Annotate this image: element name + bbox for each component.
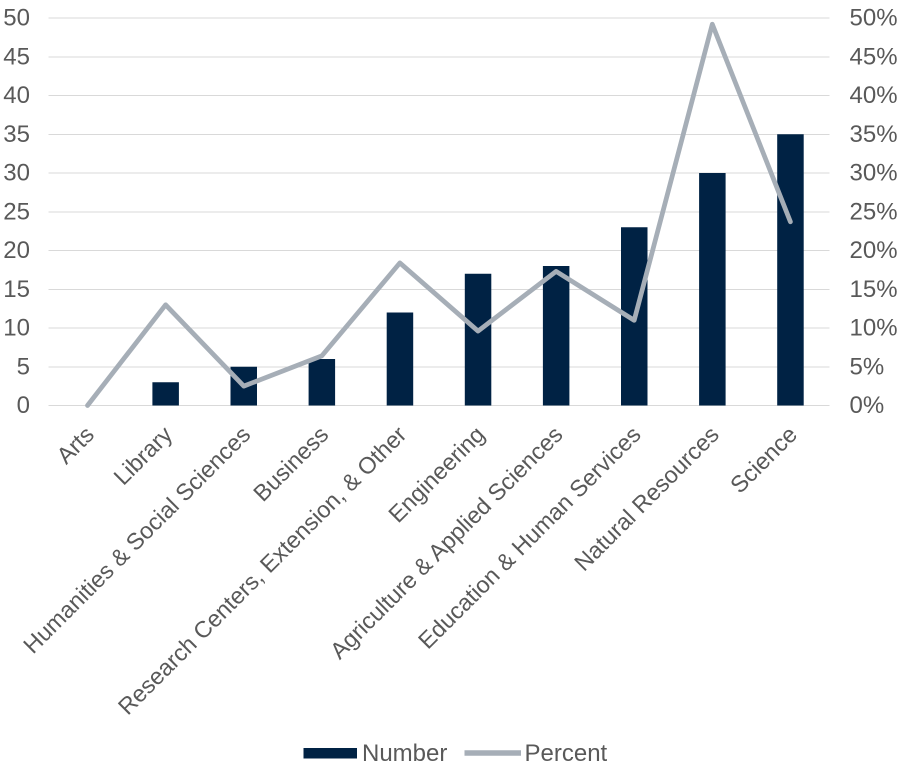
svg-text:35%: 35% [850,121,898,148]
svg-text:30: 30 [3,160,30,187]
svg-text:Percent: Percent [525,740,608,767]
svg-text:5%: 5% [850,353,885,380]
svg-text:40%: 40% [850,82,898,109]
svg-text:45: 45 [3,43,30,70]
svg-text:Number: Number [362,740,447,767]
svg-text:5: 5 [17,353,30,380]
svg-text:50%: 50% [850,5,898,32]
svg-text:35: 35 [3,121,30,148]
svg-text:25%: 25% [850,198,898,225]
svg-text:50: 50 [3,5,30,32]
svg-text:20%: 20% [850,237,898,264]
svg-text:0: 0 [17,392,30,419]
svg-text:15%: 15% [850,276,898,303]
svg-text:10%: 10% [850,315,898,342]
svg-text:20: 20 [3,237,30,264]
svg-text:45%: 45% [850,43,898,70]
svg-text:40: 40 [3,82,30,109]
svg-text:10: 10 [3,315,30,342]
svg-text:15: 15 [3,276,30,303]
svg-text:25: 25 [3,198,30,225]
svg-text:0%: 0% [850,392,885,419]
svg-text:30%: 30% [850,160,898,187]
